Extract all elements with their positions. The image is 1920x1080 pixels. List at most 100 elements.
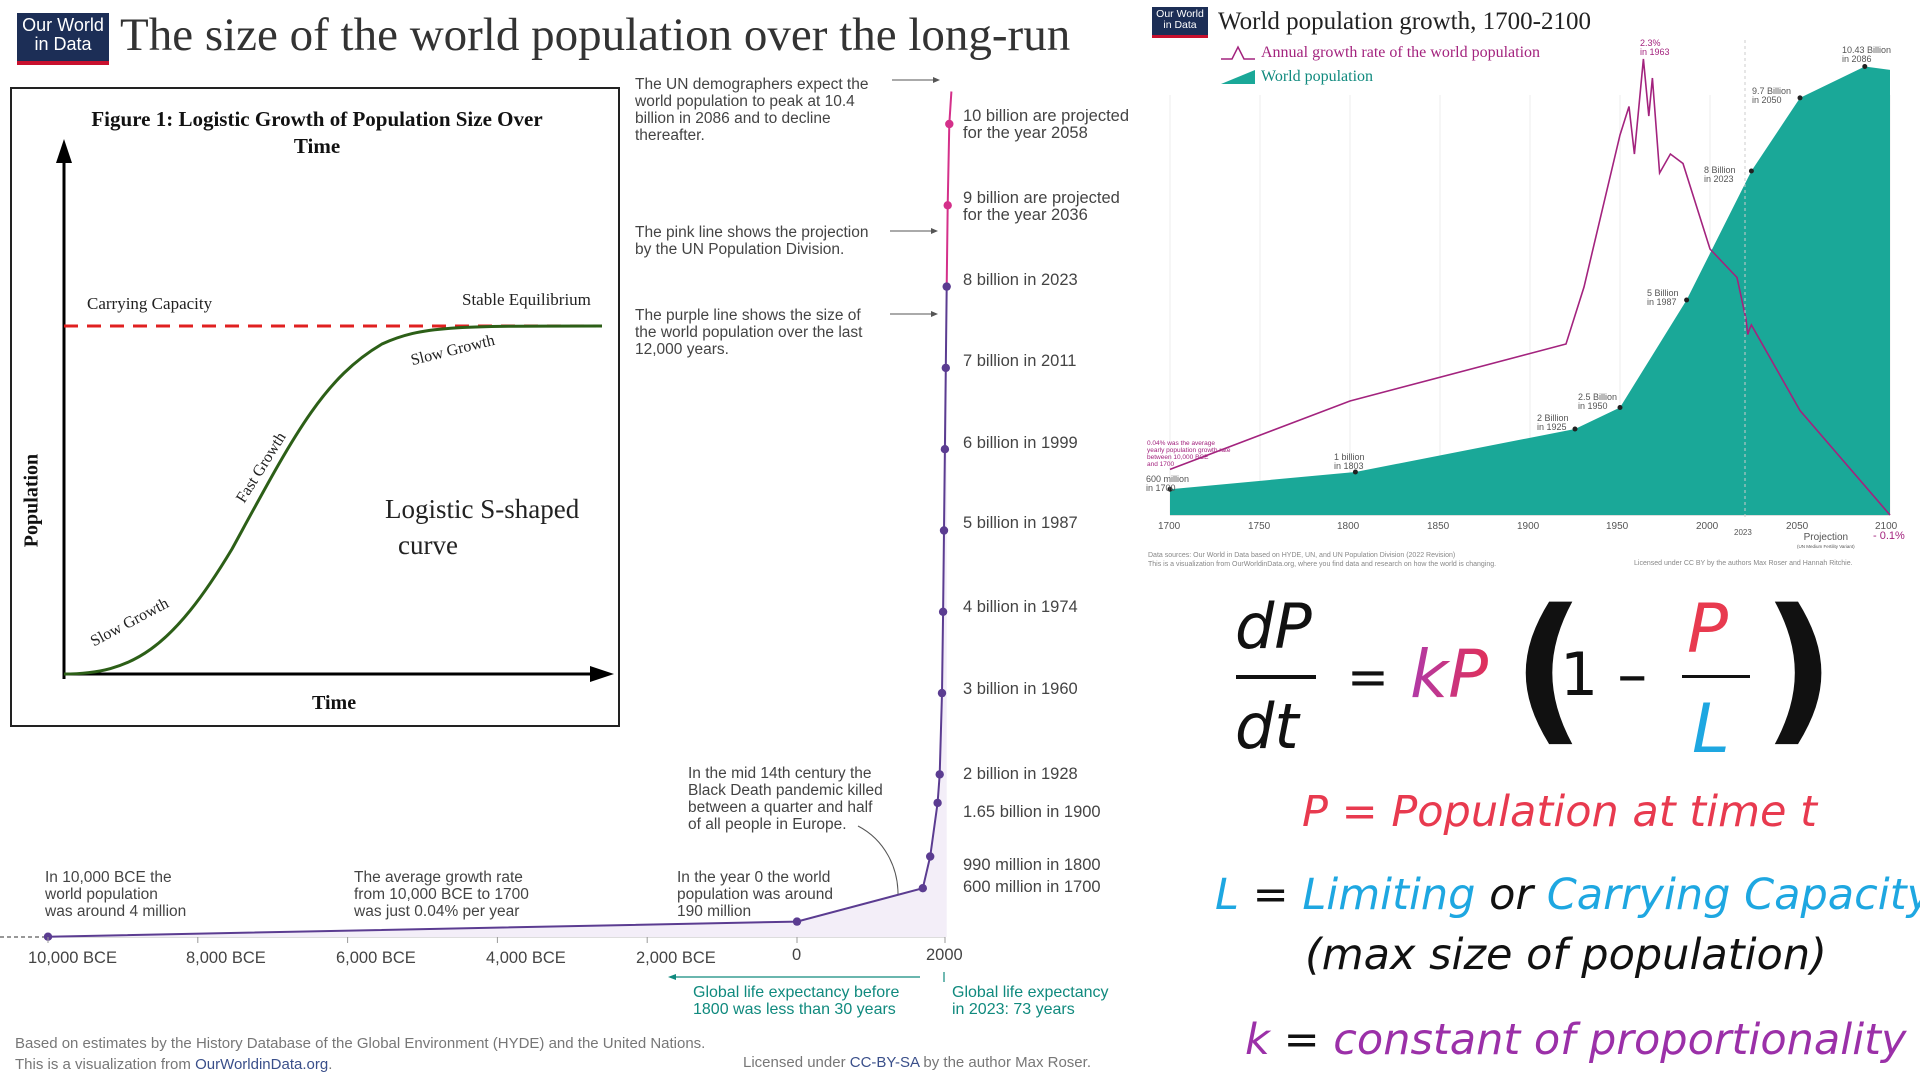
annotation-line: was around 4 million	[45, 903, 187, 920]
milestone-label: 1.65 billion in 1900	[963, 803, 1101, 821]
sources-line: Data sources: Our World in Data based on…	[1148, 552, 1456, 559]
pop-label-year: in 1803	[1334, 461, 1364, 471]
annotation-line: was just 0.04% per year	[354, 903, 520, 920]
growth-sources: Data sources: Our World in Data based on…	[1148, 551, 1496, 569]
def-P: P = Population at time t	[1302, 787, 1817, 837]
equation-kP: kP	[1410, 636, 1489, 713]
pop-label-value: 2 Billion	[1537, 413, 1569, 423]
annotation-purple-line: The purple line shows the size of the wo…	[635, 307, 862, 358]
population-point	[1684, 297, 1690, 303]
start-note-line: yearly population growth rate	[1147, 447, 1231, 454]
milestone-label: 8 billion in 2023	[963, 271, 1078, 289]
equation-P: P	[1687, 590, 1729, 669]
population-point	[933, 798, 942, 808]
def-k-text: constant of proportionality	[1333, 1015, 1907, 1065]
footer-line1: Based on estimates by the History Databa…	[15, 1035, 706, 1052]
projection-sub: (UN Medium Fertility Variant)	[1797, 544, 1855, 549]
fraction-bar-right	[1682, 675, 1750, 678]
license-suffix: by the author Max Roser.	[919, 1054, 1091, 1071]
annotation-line: 1800 was less than 30 years	[693, 1001, 896, 1018]
equation-L: L	[1692, 690, 1730, 769]
equation-one-minus: 1 –	[1560, 640, 1648, 710]
logistic-curve	[63, 324, 603, 676]
legend-rate-swatch	[1221, 45, 1255, 60]
pop-label-value: 8 Billion	[1704, 165, 1736, 175]
owid-link[interactable]: OurWorldinData.org	[195, 1056, 329, 1073]
population-point	[1167, 486, 1173, 492]
population-point	[792, 917, 802, 926]
legend-rate-label: Annual growth rate of the world populati…	[1261, 44, 1541, 61]
annotation-avg-growth: The average growth rate from 10,000 BCE …	[354, 869, 529, 920]
def-L-equals: =	[1238, 870, 1303, 920]
legend-pop-swatch	[1221, 70, 1255, 84]
pop-label-year: in 1925	[1537, 422, 1567, 432]
pop-label-value: 10.43 Billion	[1842, 45, 1892, 55]
x-tick-label: 2,000 BCE	[636, 949, 716, 967]
annotation-line: The pink line shows the projection	[635, 224, 869, 241]
population-point	[943, 201, 952, 210]
pop-label: 10.43 Billion in 2086	[1842, 46, 1891, 64]
growth-license: Licensed under CC BY by the authors Max …	[1634, 560, 1853, 567]
pop-label: 9.7 Billion in 2050	[1752, 87, 1791, 105]
figure-title: Figure 1: Logistic Growth of Population …	[12, 106, 622, 160]
def-L-space1	[1475, 870, 1489, 920]
pop-label-year: in 2023	[1704, 174, 1734, 184]
population-point	[1748, 168, 1754, 174]
annotation-line: in 2023: 73 years	[952, 1001, 1075, 1018]
x-tick-label: 1950	[1606, 521, 1629, 532]
population-point	[1797, 95, 1803, 101]
population-point	[942, 282, 951, 291]
def-k-equals: =	[1269, 1015, 1334, 1065]
annotation-line: In the mid 14th century the	[688, 765, 872, 782]
def-P-symbol: P	[1302, 787, 1328, 837]
pop-label-year: in 1950	[1578, 401, 1608, 411]
annotation-line: In 10,000 BCE the	[45, 869, 172, 886]
def-k-symbol: k	[1245, 1015, 1270, 1065]
pink-line-pointer-head	[931, 228, 938, 234]
annotation-line: 190 million	[677, 903, 752, 920]
annotation-line: Global life expectancy before	[693, 984, 900, 1001]
growth-chart-title: World population growth, 1700-2100	[1218, 8, 1591, 35]
milestone-label: 600 million in 1700	[963, 878, 1101, 896]
projection-label: Projection (UN Medium Fertility Variant)	[1797, 533, 1855, 551]
x-tick-label: 4,000 BCE	[486, 949, 566, 967]
x-axis-label: Time	[312, 692, 357, 714]
license-link[interactable]: CC-BY-SA	[849, 1054, 920, 1071]
un-peak-pointer-head	[933, 77, 940, 83]
x-tick-label: 1800	[1337, 521, 1360, 532]
figure-title-line1: Figure 1: Logistic Growth of Population …	[91, 107, 543, 131]
peak-rate-year: in 1963	[1640, 47, 1670, 57]
pop-label: 1 billion in 1803	[1334, 453, 1365, 471]
pop-label: 2 Billion in 1925	[1537, 414, 1569, 432]
pop-label-value: 600 million	[1146, 474, 1190, 484]
start-note: 0.04% was the average yearly population …	[1147, 440, 1230, 468]
footer-suffix: .	[328, 1056, 333, 1073]
footer-license: Licensed under CC-BY-SA by the author Ma…	[743, 1054, 1091, 1071]
page-title: The size of the world population over th…	[120, 9, 1071, 61]
life-before-arrow-head	[668, 974, 676, 980]
x-axis-arrow	[590, 666, 614, 682]
x-tick-label: 2100	[1875, 521, 1898, 532]
annotation-line: world population	[45, 886, 158, 903]
population-area	[1170, 66, 1890, 515]
annotation-line: Global life expectancy	[952, 984, 1109, 1001]
footer-prefix: This is a visualization from	[15, 1056, 196, 1073]
population-area	[48, 286, 947, 938]
def-L-space2	[1533, 870, 1547, 920]
curve-label: Logistic S-shaped curve	[385, 491, 579, 563]
def-P-equals: =	[1327, 787, 1392, 837]
annotation-line: 12,000 years.	[635, 341, 729, 358]
x-tick-label: 6,000 BCE	[336, 949, 416, 967]
curve-label-line2: curve	[398, 530, 458, 560]
pop-label-value: 9.7 Billion	[1752, 86, 1792, 96]
start-note-line: between 10,000 BCE	[1147, 454, 1209, 461]
license-prefix: Licensed under	[743, 1054, 850, 1071]
annotation-pink-line: The pink line shows the projection by th…	[635, 224, 869, 258]
pop-label-year: in 1987	[1647, 297, 1677, 307]
annotation-year0: In the year 0 the world population was a…	[677, 869, 833, 920]
logo-line2: in Data	[1163, 19, 1197, 32]
end-rate-label: - 0.1%	[1873, 530, 1905, 542]
x-tick-label: 2050	[1786, 521, 1809, 532]
annotation-line: between a quarter and half	[688, 799, 873, 816]
population-point	[938, 607, 948, 616]
